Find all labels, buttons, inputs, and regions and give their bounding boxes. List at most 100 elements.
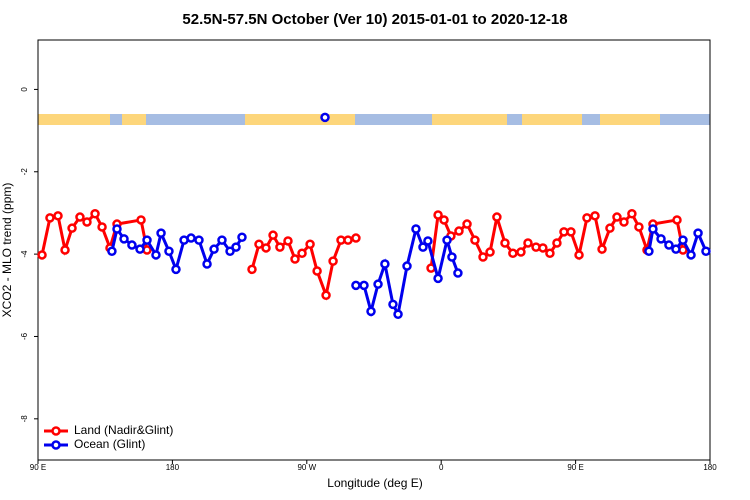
point bbox=[644, 246, 654, 256]
point bbox=[453, 268, 463, 278]
point bbox=[686, 250, 696, 260]
point bbox=[442, 235, 452, 245]
point bbox=[574, 250, 584, 260]
point bbox=[194, 235, 204, 245]
point bbox=[478, 252, 488, 262]
point bbox=[672, 215, 682, 225]
x-tick-label: 180 bbox=[166, 463, 180, 472]
point bbox=[605, 223, 615, 233]
point bbox=[217, 235, 227, 245]
legend-marker bbox=[51, 440, 61, 450]
point bbox=[523, 238, 533, 248]
y-tick-label: -8 bbox=[20, 415, 29, 423]
point bbox=[112, 224, 122, 234]
point bbox=[566, 227, 576, 237]
y-tick-label: -4 bbox=[20, 250, 29, 258]
point bbox=[462, 219, 472, 229]
legend-label: Land (Nadir&Glint) bbox=[74, 423, 173, 437]
x-tick-label: 90 W bbox=[297, 463, 316, 472]
point bbox=[582, 213, 592, 223]
point bbox=[664, 240, 674, 250]
y-axis-title: XCO2 - MLO trend (ppm) bbox=[0, 183, 14, 318]
point bbox=[393, 309, 403, 319]
point bbox=[275, 242, 285, 252]
point bbox=[225, 246, 235, 256]
y-tick-label: -2 bbox=[20, 168, 29, 176]
point bbox=[320, 112, 330, 123]
point bbox=[283, 236, 293, 246]
point bbox=[373, 279, 383, 289]
point bbox=[171, 264, 181, 275]
point bbox=[447, 252, 457, 262]
point bbox=[678, 235, 688, 245]
point bbox=[485, 247, 495, 257]
point bbox=[202, 259, 212, 269]
point bbox=[545, 248, 555, 259]
land-strip bbox=[245, 114, 355, 125]
point bbox=[492, 212, 502, 222]
chart-title: 52.5N-57.5N October (Ver 10) 2015-01-01 … bbox=[182, 11, 567, 28]
point bbox=[37, 250, 47, 260]
point bbox=[156, 228, 166, 238]
point bbox=[209, 244, 219, 254]
point bbox=[359, 280, 369, 291]
point bbox=[701, 246, 711, 256]
point bbox=[671, 244, 681, 254]
point bbox=[151, 250, 161, 260]
point bbox=[60, 245, 70, 255]
point bbox=[380, 259, 390, 269]
point bbox=[107, 246, 117, 256]
point bbox=[612, 212, 622, 222]
point bbox=[470, 235, 480, 245]
point bbox=[552, 238, 562, 248]
point bbox=[142, 235, 152, 245]
point bbox=[627, 209, 637, 219]
x-tick-label: 0 bbox=[439, 463, 444, 472]
land-mask-strip bbox=[38, 114, 710, 125]
point bbox=[418, 242, 428, 252]
point bbox=[516, 247, 526, 257]
point bbox=[127, 240, 137, 250]
point bbox=[231, 242, 241, 252]
x-tick-label: 180 bbox=[703, 463, 717, 472]
point bbox=[388, 299, 398, 310]
legend-label: Ocean (Glint) bbox=[74, 437, 145, 451]
point bbox=[433, 273, 443, 284]
land-strip bbox=[122, 114, 146, 125]
point bbox=[321, 290, 331, 301]
point bbox=[634, 222, 644, 232]
land-strip bbox=[432, 114, 507, 125]
point bbox=[508, 248, 518, 259]
point bbox=[402, 261, 412, 271]
point bbox=[75, 212, 85, 222]
point bbox=[254, 239, 264, 249]
point bbox=[135, 244, 145, 254]
point bbox=[297, 248, 307, 259]
point bbox=[290, 254, 300, 264]
point bbox=[261, 243, 271, 253]
point bbox=[619, 217, 629, 227]
point bbox=[351, 280, 361, 291]
point bbox=[538, 243, 548, 253]
point bbox=[343, 235, 353, 245]
point bbox=[366, 306, 376, 317]
point bbox=[90, 209, 100, 219]
point bbox=[590, 211, 600, 221]
ocean-strip bbox=[38, 114, 710, 125]
x-tick-label: 90 E bbox=[567, 463, 583, 472]
point bbox=[351, 233, 361, 243]
land-strip bbox=[522, 114, 582, 125]
legend-marker bbox=[51, 426, 61, 436]
point bbox=[186, 233, 196, 243]
point bbox=[656, 234, 666, 244]
point bbox=[500, 238, 510, 248]
point bbox=[82, 217, 92, 227]
point bbox=[411, 224, 421, 234]
point bbox=[164, 246, 174, 256]
point bbox=[312, 266, 322, 276]
point bbox=[305, 239, 315, 249]
x-axis-title: Longitude (deg E) bbox=[327, 476, 422, 490]
point bbox=[328, 256, 338, 266]
